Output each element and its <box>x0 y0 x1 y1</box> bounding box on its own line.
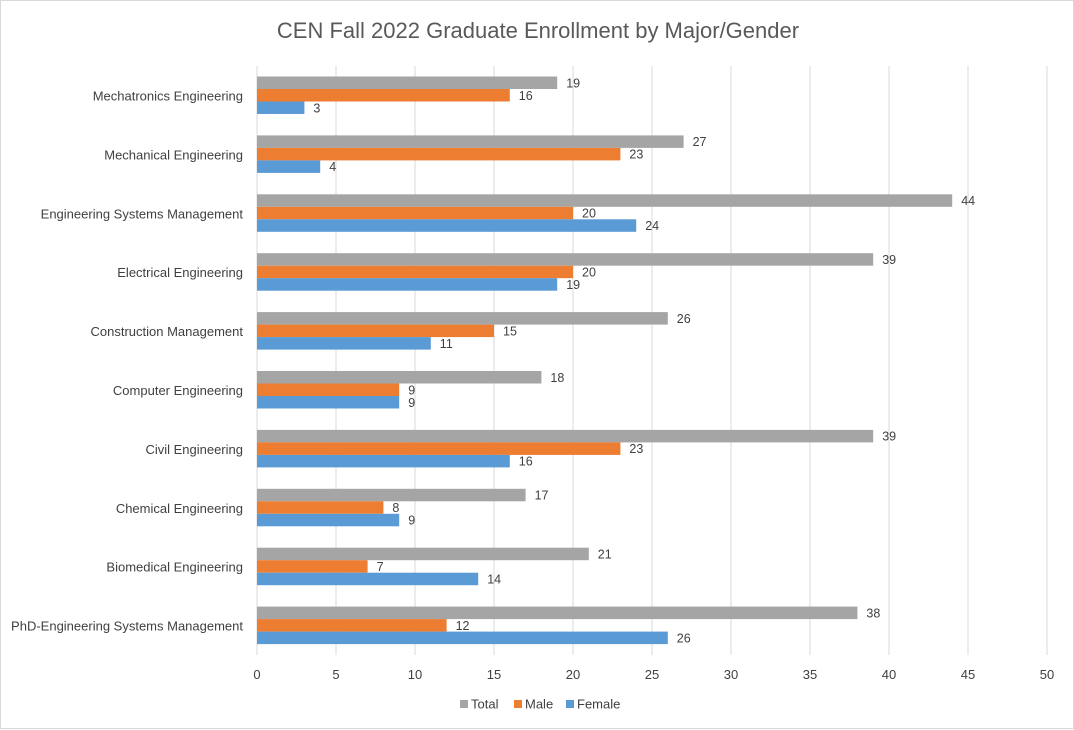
data-labels: 1916327234442024392019261511189939231617… <box>313 76 975 645</box>
data-label: 24 <box>645 219 659 233</box>
bar-male <box>257 560 368 573</box>
x-tick-label: 5 <box>332 667 339 682</box>
bar-female <box>257 572 479 586</box>
bar-female <box>257 337 431 350</box>
data-label: 8 <box>392 501 399 515</box>
category-label: Mechanical Engineering <box>104 147 243 162</box>
bar-male <box>257 324 494 338</box>
bar-female <box>257 219 637 232</box>
data-label: 20 <box>582 207 596 221</box>
data-label: 38 <box>866 606 880 620</box>
bar-male <box>257 89 510 102</box>
data-label: 3 <box>313 101 320 115</box>
x-tick-label: 15 <box>487 667 501 682</box>
category-label: Construction Management <box>91 324 244 339</box>
data-label: 26 <box>677 312 691 326</box>
x-tick-label: 35 <box>803 667 817 682</box>
data-label: 9 <box>408 514 415 528</box>
bar-female <box>257 631 668 645</box>
data-label: 39 <box>882 430 896 444</box>
bar-total <box>257 429 874 443</box>
data-label: 7 <box>377 560 384 574</box>
bar-male <box>257 147 621 161</box>
x-tick-label: 40 <box>882 667 896 682</box>
data-label: 21 <box>598 547 612 561</box>
bar-female <box>257 396 400 409</box>
category-label: Engineering Systems Management <box>41 206 244 221</box>
x-tick-label: 30 <box>724 667 738 682</box>
data-label: 17 <box>535 489 549 503</box>
bar-female <box>257 160 321 173</box>
bar-total <box>257 194 953 207</box>
data-label: 27 <box>693 135 707 149</box>
chart-title: CEN Fall 2022 Graduate Enrollment by Maj… <box>277 18 799 43</box>
bar-total <box>257 76 558 89</box>
legend-swatch <box>514 700 522 708</box>
bar-female <box>257 278 558 291</box>
x-tick-label: 25 <box>645 667 659 682</box>
bar-total <box>257 488 526 502</box>
bar-total <box>257 135 684 148</box>
data-label: 39 <box>882 253 896 267</box>
bar-male <box>257 206 573 220</box>
data-label: 16 <box>519 455 533 469</box>
data-label: 20 <box>582 265 596 279</box>
legend-label: Male <box>525 697 553 712</box>
data-label: 18 <box>550 371 564 385</box>
category-label: Civil Engineering <box>145 442 243 457</box>
bar-male <box>257 383 400 396</box>
data-label: 44 <box>961 194 975 208</box>
category-label: Electrical Engineering <box>117 265 243 280</box>
data-label: 4 <box>329 160 336 174</box>
category-label: PhD-Engineering Systems Management <box>11 619 243 634</box>
data-label: 9 <box>408 396 415 410</box>
bar-male <box>257 265 573 279</box>
legend-label: Total <box>471 697 499 712</box>
bar-male <box>257 619 447 632</box>
legend-swatch <box>566 700 574 708</box>
data-label: 19 <box>566 76 580 90</box>
data-label: 14 <box>487 572 501 586</box>
bar-male <box>257 442 621 455</box>
data-label: 12 <box>456 619 470 633</box>
category-label: Computer Engineering <box>113 383 243 398</box>
legend-label: Female <box>577 697 620 712</box>
data-label: 23 <box>629 442 643 456</box>
bar-male <box>257 501 384 514</box>
category-label: Biomedical Engineering <box>106 560 243 575</box>
bar-total <box>257 547 589 561</box>
data-label: 11 <box>440 337 453 351</box>
x-axis-ticks: 0 5 10 15 20 25 30 35 40 45 50 <box>253 667 1054 682</box>
data-label: 23 <box>629 148 643 162</box>
bar-total <box>257 371 542 384</box>
x-tick-label: 45 <box>961 667 975 682</box>
legend: Total Male Female <box>460 697 620 712</box>
bar-female <box>257 101 305 114</box>
data-label: 16 <box>519 89 533 103</box>
bar-female <box>257 513 400 527</box>
data-label: 19 <box>566 278 580 292</box>
x-tick-label: 10 <box>408 667 422 682</box>
bars <box>257 76 953 645</box>
bar-total <box>257 606 858 620</box>
category-label: Chemical Engineering <box>116 501 243 516</box>
category-label: Mechatronics Engineering <box>93 88 243 103</box>
category-labels: Mechatronics Engineering Mechanical Engin… <box>11 88 243 633</box>
data-label: 26 <box>677 631 691 645</box>
x-tick-label: 50 <box>1040 667 1054 682</box>
bar-female <box>257 454 510 468</box>
data-label: 15 <box>503 324 517 338</box>
x-tick-label: 0 <box>253 667 260 682</box>
data-label: 9 <box>408 383 415 397</box>
bar-total <box>257 312 668 325</box>
bar-total <box>257 253 874 266</box>
x-tick-label: 20 <box>566 667 580 682</box>
legend-swatch <box>460 700 468 708</box>
gridlines <box>256 66 1048 655</box>
